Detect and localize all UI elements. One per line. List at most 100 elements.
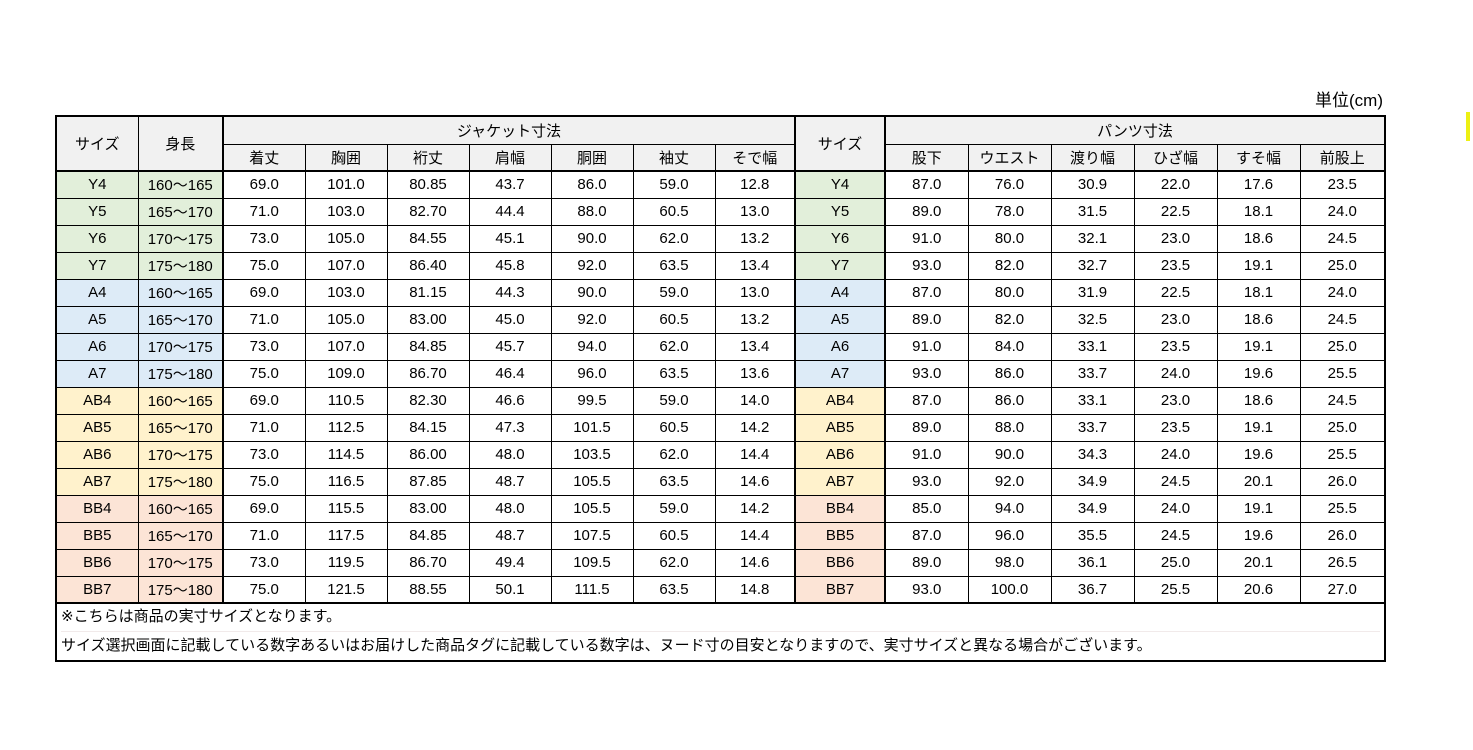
pants-value-cell: 18.6: [1216, 224, 1301, 253]
jacket-value-cell: 60.5: [632, 521, 716, 550]
jacket-value-cell: 43.7: [468, 170, 552, 199]
pants-value-cell: 89.0: [884, 197, 969, 226]
jacket-value-cell: 59.0: [632, 170, 716, 199]
pants-value-cell: 94.0: [967, 494, 1052, 523]
pants-value-cell: 19.6: [1216, 359, 1301, 388]
jacket-value-cell: 13.6: [714, 359, 796, 388]
jacket-value-cell: 105.0: [304, 224, 388, 253]
jacket-value-cell: 69.0: [222, 278, 306, 307]
jacket-value-cell: 101.0: [304, 170, 388, 199]
pants-value-cell: 23.0: [1133, 386, 1218, 415]
pants-size-cell: A5: [794, 305, 886, 334]
pants-value-cell: 35.5: [1050, 521, 1135, 550]
jacket-value-cell: 60.5: [632, 197, 716, 226]
jacket-value-cell: 71.0: [222, 197, 306, 226]
table-row: A4 160～165 69.0 103.0 81.15 44.3 90.0 59.0 13.0 A…: [55, 278, 1386, 307]
pants-value-cell: 89.0: [884, 413, 969, 442]
pants-value-cell: 87.0: [884, 170, 969, 199]
jacket-value-cell: 107.0: [304, 251, 388, 280]
jacket-value-cell: 75.0: [222, 575, 306, 604]
height-cell: 160～165: [137, 170, 224, 199]
size-cell: Y7: [55, 251, 139, 280]
size-cell: A4: [55, 278, 139, 307]
pants-value-cell: 34.9: [1050, 494, 1135, 523]
jacket-value-cell: 14.6: [714, 467, 796, 496]
pants-column-header: ひざ幅: [1133, 143, 1218, 172]
jacket-value-cell: 105.0: [304, 305, 388, 334]
pants-value-cell: 24.5: [1133, 467, 1218, 496]
jacket-value-cell: 86.70: [386, 548, 470, 577]
pants-value-cell: 18.6: [1216, 386, 1301, 415]
jacket-value-cell: 63.5: [632, 575, 716, 604]
footnote-1: ※こちらは商品の実寸サイズとなります。: [61, 608, 342, 625]
jacket-value-cell: 14.2: [714, 413, 796, 442]
pants-value-cell: 36.1: [1050, 548, 1135, 577]
jacket-value-cell: 45.0: [468, 305, 552, 334]
jacket-value-cell: 46.6: [468, 386, 552, 415]
height-cell: 175～180: [137, 359, 224, 388]
jacket-value-cell: 69.0: [222, 386, 306, 415]
height-cell: 160～165: [137, 494, 224, 523]
pants-value-cell: 91.0: [884, 332, 969, 361]
pants-value-cell: 87.0: [884, 521, 969, 550]
jacket-value-cell: 114.5: [304, 440, 388, 469]
size-cell: A5: [55, 305, 139, 334]
table-row: BB5 165～170 71.0 117.5 84.85 48.7 107.5 60.5 14.…: [55, 521, 1386, 550]
pants-value-cell: 31.9: [1050, 278, 1135, 307]
jacket-value-cell: 59.0: [632, 494, 716, 523]
jacket-value-cell: 94.0: [550, 332, 634, 361]
jacket-value-cell: 105.5: [550, 494, 634, 523]
header-title-row: サイズ 身長 ジャケット寸法 サイズ パンツ寸法: [55, 115, 1386, 172]
jacket-value-cell: 59.0: [632, 278, 716, 307]
size-cell: Y5: [55, 197, 139, 226]
table-row: Y5 165～170 71.0 103.0 82.70 44.4 88.0 60.5 13.0 Y…: [55, 197, 1386, 226]
pants-value-cell: 23.5: [1299, 170, 1386, 199]
pants-value-cell: 100.0: [967, 575, 1052, 604]
jacket-value-cell: 63.5: [632, 467, 716, 496]
pants-value-cell: 34.9: [1050, 467, 1135, 496]
pants-size-cell: A6: [794, 332, 886, 361]
pants-size-cell: BB4: [794, 494, 886, 523]
pants-value-cell: 24.0: [1133, 359, 1218, 388]
jacket-value-cell: 110.5: [304, 386, 388, 415]
jacket-value-cell: 96.0: [550, 359, 634, 388]
pants-value-cell: 89.0: [884, 548, 969, 577]
jacket-value-cell: 71.0: [222, 305, 306, 334]
pants-size-cell: Y5: [794, 197, 886, 226]
jacket-value-cell: 14.6: [714, 548, 796, 577]
jacket-value-cell: 109.0: [304, 359, 388, 388]
pants-value-cell: 87.0: [884, 278, 969, 307]
pants-size-cell: AB5: [794, 413, 886, 442]
jacket-value-cell: 14.4: [714, 440, 796, 469]
jacket-value-cell: 71.0: [222, 413, 306, 442]
table-footnotes-body: ※こちらは商品の実寸サイズとなります。 サイズ選択画面に記載している数字あるいは…: [55, 602, 1386, 662]
pants-value-cell: 87.0: [884, 386, 969, 415]
jacket-value-cell: 71.0: [222, 521, 306, 550]
jacket-value-cell: 49.4: [468, 548, 552, 577]
table-row: AB4 160～165 69.0 110.5 82.30 46.6 99.5 59.0 14.0…: [55, 386, 1386, 415]
jacket-value-cell: 86.70: [386, 359, 470, 388]
height-cell: 175～180: [137, 251, 224, 280]
height-cell: 175～180: [137, 575, 224, 604]
jacket-column-header: 裄丈: [386, 143, 470, 172]
jacket-value-cell: 73.0: [222, 332, 306, 361]
height-cell: 170～175: [137, 440, 224, 469]
jacket-value-cell: 75.0: [222, 359, 306, 388]
pants-value-cell: 89.0: [884, 305, 969, 334]
jacket-value-cell: 46.4: [468, 359, 552, 388]
jacket-value-cell: 13.4: [714, 332, 796, 361]
pants-value-cell: 18.6: [1216, 305, 1301, 334]
jacket-value-cell: 111.5: [550, 575, 634, 604]
jacket-value-cell: 45.7: [468, 332, 552, 361]
table-row: BB7 175～180 75.0 121.5 88.55 50.1 111.5 63.5 14.…: [55, 575, 1386, 604]
size-cell: BB6: [55, 548, 139, 577]
table-row: A5 165～170 71.0 105.0 83.00 45.0 92.0 60.5 13.2 A…: [55, 305, 1386, 334]
pants-value-cell: 22.5: [1133, 197, 1218, 226]
pants-value-cell: 24.5: [1299, 305, 1386, 334]
jacket-value-cell: 60.5: [632, 413, 716, 442]
pants-value-cell: 82.0: [967, 251, 1052, 280]
jacket-value-cell: 48.0: [468, 494, 552, 523]
pants-value-cell: 20.1: [1216, 467, 1301, 496]
pants-value-cell: 25.5: [1299, 359, 1386, 388]
pants-value-cell: 24.5: [1299, 386, 1386, 415]
